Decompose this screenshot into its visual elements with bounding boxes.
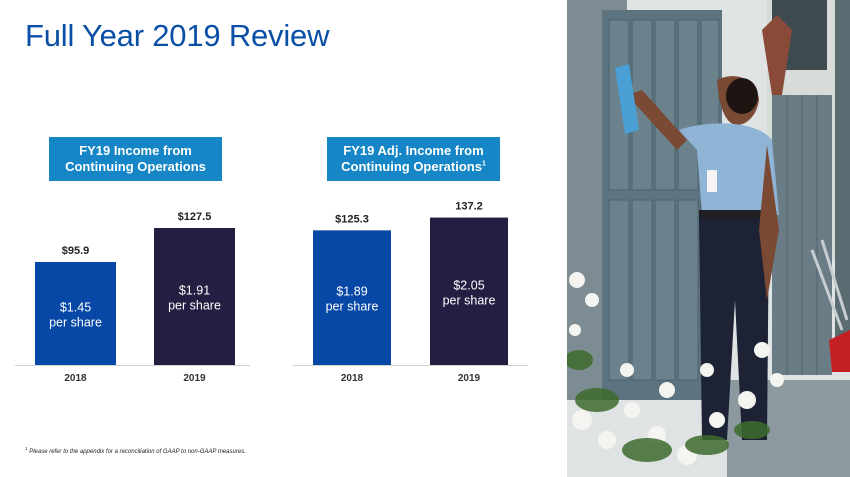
chart-1-bar-2019 bbox=[154, 228, 235, 365]
chart-2-category-label-2019: 2019 bbox=[458, 373, 481, 384]
chart-2-category-label-2018: 2018 bbox=[341, 373, 364, 384]
chart-2-title: FY19 Adj. Income from Continuing Operati… bbox=[327, 137, 500, 181]
chart-1-title-line-1: FY19 Income from bbox=[79, 143, 192, 158]
chart-1-category-label-2018: 2018 bbox=[64, 373, 87, 384]
employee-cleaning-lockers-photo bbox=[567, 0, 850, 477]
chart-1-title: FY19 Income from Continuing Operations bbox=[49, 137, 222, 181]
chart-2-value-label-2019: 137.2 bbox=[455, 201, 483, 213]
chart-2-title-line-2-wrap: Continuing Operations1 bbox=[341, 159, 486, 175]
chart-1-title-line-2: Continuing Operations bbox=[65, 159, 206, 174]
chart-2-bar-2018 bbox=[313, 230, 391, 365]
chart-2-title-line-2: Continuing Operations bbox=[341, 159, 482, 174]
page-title: Full Year 2019 Review bbox=[25, 18, 330, 53]
chart-1-per-share-suffix-2019: per share bbox=[168, 299, 221, 313]
footnote-text: Please refer to the appendix for a recon… bbox=[29, 449, 246, 455]
chart-2-bar-2019 bbox=[430, 217, 508, 365]
chart-2-per-share-suffix-2019: per share bbox=[443, 293, 496, 307]
chart-1-per-share-suffix-2018: per share bbox=[49, 315, 102, 329]
chart-2-per-share-value-2018: $1.89 bbox=[336, 285, 367, 299]
chart-1-per-share-value-2019: $1.91 bbox=[179, 284, 210, 298]
chart-1-per-share-value-2018: $1.45 bbox=[60, 300, 91, 314]
photo-illustration bbox=[567, 0, 850, 477]
footnote-marker-ref: 1 bbox=[25, 446, 28, 451]
chart-2-title-line-1: FY19 Adj. Income from bbox=[343, 143, 484, 158]
footnote-marker: 1 bbox=[481, 160, 486, 168]
chart-2-per-share-value-2019: $2.05 bbox=[453, 278, 484, 292]
chart-1-bar-2018 bbox=[35, 261, 116, 365]
chart-1-category-label-2019: 2019 bbox=[183, 373, 206, 384]
footnote: 1 Please refer to the appendix for a rec… bbox=[25, 446, 246, 455]
chart-2-value-label-2018: $125.3 bbox=[335, 213, 369, 225]
chart-1-value-label-2018: $95.9 bbox=[62, 245, 90, 257]
chart-1-value-label-2019: $127.5 bbox=[178, 211, 212, 223]
chart-2-per-share-suffix-2018: per share bbox=[326, 300, 379, 314]
